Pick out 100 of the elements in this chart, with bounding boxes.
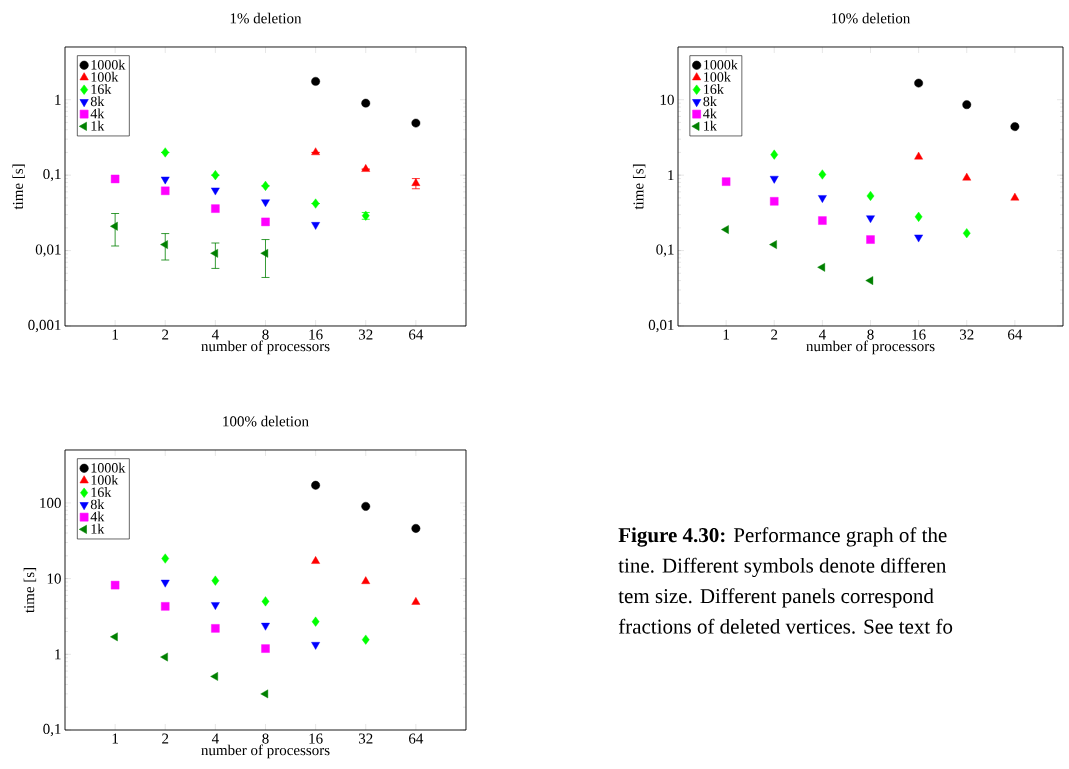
point bbox=[817, 262, 825, 272]
x-tick-label: 2 bbox=[162, 329, 169, 340]
x-tick-label: 2 bbox=[771, 329, 778, 340]
x-tick-label: 16 bbox=[912, 329, 926, 340]
point bbox=[311, 616, 320, 627]
point bbox=[411, 118, 421, 128]
text: tine. Different symbols denote differen bbox=[618, 557, 947, 578]
y-tick-label: 0,1 bbox=[656, 244, 674, 257]
point bbox=[260, 689, 269, 699]
x-tick-label: 2 bbox=[162, 733, 169, 744]
point bbox=[361, 164, 371, 172]
y-tick-label: 1 bbox=[55, 649, 61, 660]
point bbox=[914, 151, 923, 160]
point bbox=[361, 98, 371, 108]
y-tick-label: 100 bbox=[40, 497, 61, 508]
point bbox=[411, 597, 421, 605]
x-tick-label: 64 bbox=[409, 733, 424, 744]
point bbox=[110, 632, 118, 642]
y-axis-title: time [s] bbox=[23, 568, 37, 613]
legend-label: 4k bbox=[90, 108, 105, 119]
point bbox=[161, 602, 170, 611]
point bbox=[211, 187, 220, 196]
point bbox=[160, 579, 170, 588]
point bbox=[311, 642, 320, 650]
legend-label: 16k bbox=[91, 84, 112, 94]
point bbox=[110, 221, 118, 231]
point bbox=[866, 190, 875, 201]
x-tick-label: 1 bbox=[723, 329, 729, 340]
x-tick-label: 1 bbox=[112, 733, 118, 744]
point bbox=[1010, 192, 1020, 201]
point bbox=[361, 634, 370, 645]
point bbox=[311, 76, 321, 86]
y-tick-label: 10 bbox=[47, 573, 61, 584]
point bbox=[261, 180, 270, 191]
point bbox=[962, 228, 971, 239]
y-axis-title: time [s] bbox=[12, 164, 25, 210]
point bbox=[770, 197, 779, 206]
x-tick-label: 4 bbox=[211, 733, 219, 744]
x-tick-label: 32 bbox=[959, 329, 974, 340]
point bbox=[160, 176, 170, 185]
x-tick-label: 64 bbox=[409, 329, 424, 340]
point bbox=[818, 216, 827, 225]
point bbox=[261, 217, 270, 227]
y-tick-label: 1 bbox=[55, 94, 61, 105]
point bbox=[914, 234, 923, 243]
y-tick-label: 1 bbox=[668, 170, 674, 181]
legend-label: 4k bbox=[90, 511, 105, 522]
point bbox=[962, 172, 972, 181]
point bbox=[721, 177, 731, 186]
x-tick-label: 16 bbox=[309, 733, 323, 744]
x-tick-label: 8 bbox=[867, 329, 874, 340]
point bbox=[210, 672, 218, 681]
legend-label: 8k bbox=[90, 96, 105, 107]
x-axis-title: number of processors bbox=[806, 340, 935, 355]
x-tick-label: 4 bbox=[211, 329, 219, 340]
text: Figure 4.30: Performance graph of the bbox=[618, 527, 947, 547]
point bbox=[818, 169, 827, 180]
point bbox=[311, 480, 321, 490]
point bbox=[962, 100, 972, 110]
point bbox=[261, 596, 270, 607]
chart-title: 10% deletion bbox=[832, 12, 911, 24]
point bbox=[110, 580, 120, 590]
point bbox=[211, 602, 220, 610]
y-tick-label: 0,1 bbox=[43, 169, 61, 182]
y-tick-label: 0,01 bbox=[648, 319, 674, 333]
legend-label: 1k bbox=[91, 523, 105, 534]
point bbox=[261, 644, 270, 653]
point bbox=[160, 240, 168, 249]
point bbox=[1010, 122, 1020, 132]
point bbox=[866, 235, 875, 244]
x-axis-title: number of processors bbox=[201, 340, 330, 355]
legend-label: 4k bbox=[703, 108, 717, 119]
legend-label: 16k bbox=[704, 84, 724, 94]
x-tick-label: 8 bbox=[262, 329, 269, 340]
point bbox=[161, 186, 170, 196]
point bbox=[211, 170, 220, 181]
point bbox=[770, 149, 779, 160]
point bbox=[361, 576, 371, 584]
point bbox=[769, 240, 777, 249]
point bbox=[311, 556, 320, 564]
point bbox=[261, 199, 270, 208]
point bbox=[914, 78, 924, 88]
x-tick-label: 4 bbox=[818, 329, 826, 340]
point bbox=[311, 147, 320, 156]
x-tick-label: 1 bbox=[112, 329, 118, 340]
legend-label: 1000k bbox=[704, 59, 738, 70]
y-axis-title: time [s] bbox=[632, 164, 646, 210]
point bbox=[721, 225, 729, 234]
x-axis-title: number of processors bbox=[201, 744, 330, 759]
x-tick-label: 8 bbox=[262, 733, 269, 744]
point bbox=[110, 174, 120, 184]
text: fractions of deleted vertices. See text fo bbox=[618, 618, 953, 634]
point bbox=[818, 195, 827, 203]
legend-label: 100k bbox=[704, 71, 731, 82]
point bbox=[311, 198, 320, 209]
point bbox=[311, 222, 320, 230]
point bbox=[211, 624, 220, 633]
legend-label: 8k bbox=[703, 96, 717, 107]
x-tick-label: 32 bbox=[358, 733, 373, 744]
chart-title: 100% deletion bbox=[223, 415, 309, 427]
